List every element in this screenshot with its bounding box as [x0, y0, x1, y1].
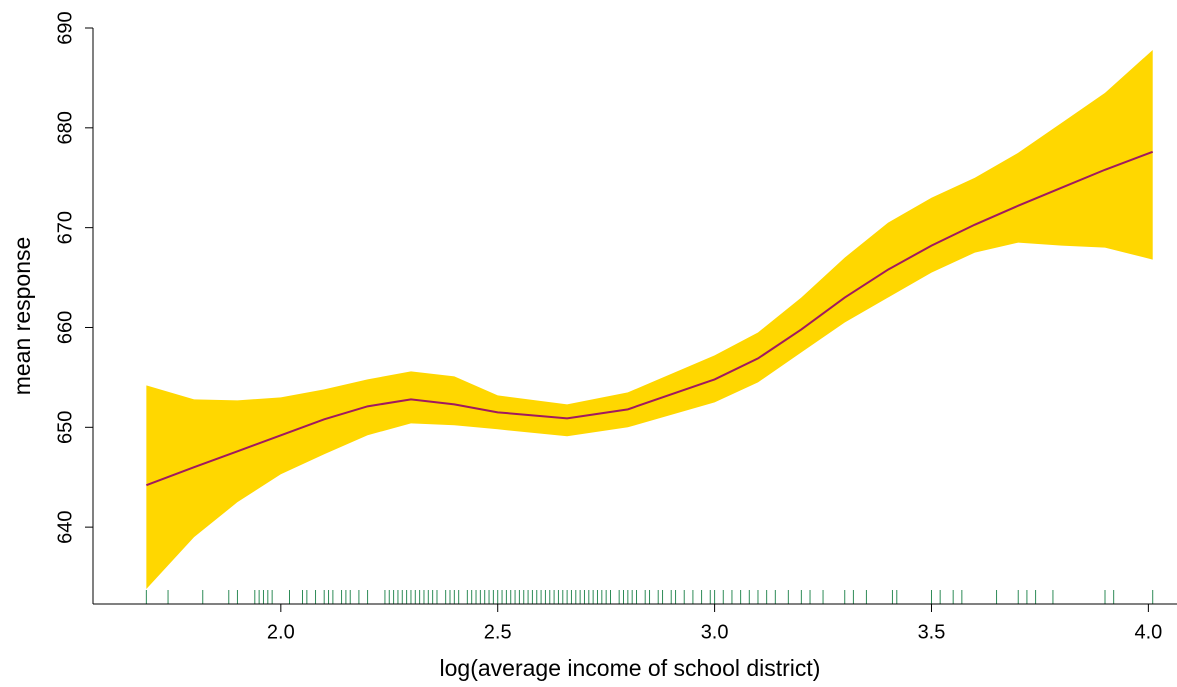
x-tick-label: 4.0: [1134, 621, 1162, 643]
fit-line: [146, 150, 1154, 487]
x-tick-label: 3.0: [701, 621, 729, 643]
y-tick-label: 660: [54, 311, 76, 344]
x-tick-label: 2.0: [267, 621, 295, 643]
confidence-band: [146, 49, 1153, 590]
x-axis-title: log(average income of school district): [440, 655, 821, 681]
y-tick-label: 640: [54, 510, 76, 543]
x-tick-label: 2.5: [484, 621, 512, 643]
y-tick-label: 680: [54, 111, 76, 144]
y-axis-title: mean response: [9, 237, 35, 396]
x-tick-label: 3.5: [918, 621, 946, 643]
y-tick-label: 650: [54, 411, 76, 444]
y-tick-label: 670: [54, 211, 76, 244]
y-tick-label: 690: [54, 11, 76, 44]
